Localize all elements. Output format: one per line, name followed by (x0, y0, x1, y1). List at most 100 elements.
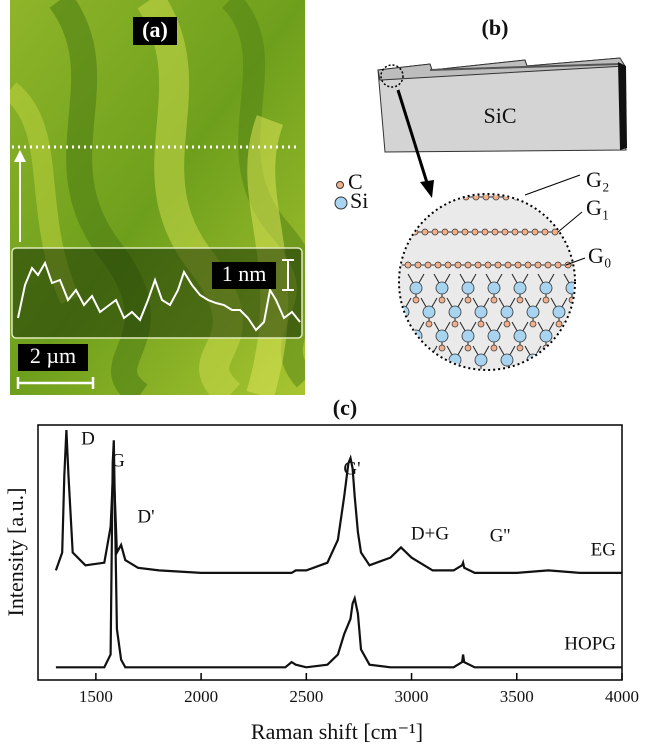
chart-title: (c) (333, 395, 357, 420)
c-atom (521, 228, 529, 236)
c-atom (544, 261, 552, 269)
si-atom (435, 281, 449, 295)
panel-label: (b) (482, 15, 509, 40)
bond (550, 345, 560, 361)
bond (400, 345, 404, 361)
c-atom (482, 195, 490, 201)
si-atom (461, 281, 475, 295)
c-atom (451, 228, 459, 236)
x-tick-label: 2000 (184, 687, 218, 706)
spectrum (55, 440, 622, 669)
c-atom (561, 228, 569, 236)
si-atom (461, 329, 475, 343)
plot-frame (37, 424, 623, 681)
si-atom (400, 353, 410, 367)
c-atom (451, 368, 459, 369)
si-atom (409, 329, 423, 343)
length-scale: 2 µm (30, 343, 76, 368)
bond (585, 346, 593, 360)
c-atom (554, 261, 562, 269)
c-atom (542, 296, 550, 304)
y-axis-label: Intensity [a.u.] (3, 488, 28, 617)
si-atom (474, 305, 488, 319)
c-atom (504, 261, 512, 269)
legend-label: Si (350, 188, 368, 213)
c-atom (400, 320, 407, 328)
c-atom (451, 320, 459, 328)
c-atom (464, 344, 472, 352)
c-atom (441, 228, 449, 236)
c-atom (454, 261, 462, 269)
si-atom (448, 305, 462, 319)
label-box (18, 344, 88, 371)
c-atom (582, 321, 588, 327)
si-atom (552, 305, 566, 319)
bond (577, 298, 585, 312)
c-atom (444, 261, 452, 269)
legend-label: C (348, 169, 363, 194)
c-atom (516, 296, 524, 304)
c-atom (474, 261, 482, 269)
bond (382, 274, 390, 288)
x-axis-label: Raman shift [cm⁻¹] (251, 719, 423, 744)
si-atom (526, 353, 540, 367)
length-bar (16, 377, 95, 389)
c-atom (424, 261, 432, 269)
si-atom (579, 306, 591, 318)
c-atom (434, 261, 442, 269)
c-atom (404, 261, 412, 269)
c-atom (471, 228, 479, 236)
peak-label: G (111, 450, 125, 471)
c-atom (568, 344, 574, 352)
si-atom (552, 353, 566, 367)
legend-c (336, 181, 344, 189)
bond (402, 345, 412, 361)
c-atom (387, 345, 393, 351)
si-atom (500, 305, 514, 319)
graphene-layer (429, 63, 621, 71)
si-atom (513, 329, 527, 343)
c-atom (534, 261, 542, 269)
bond (571, 321, 574, 337)
si-atom (409, 281, 423, 295)
si-atom (526, 305, 540, 319)
label-box (133, 17, 177, 45)
height-bar (282, 259, 294, 291)
x-tick-label: 2500 (289, 687, 323, 706)
x-tick-label: 1500 (79, 687, 113, 706)
c-atom (541, 228, 549, 236)
bond (390, 322, 398, 336)
c-atom (582, 369, 588, 375)
c-atom (412, 296, 420, 304)
c-atom (491, 228, 499, 236)
bond (390, 274, 398, 288)
c-atom (400, 368, 407, 369)
c-atom (477, 320, 485, 328)
si-atom (435, 329, 449, 343)
layer-label: G₀ (588, 243, 612, 268)
height-profile (17, 260, 301, 332)
c-atom (555, 320, 563, 328)
arrow (396, 89, 430, 187)
bond (382, 322, 390, 336)
substrate-label: SiC (483, 103, 516, 128)
layer-label: G₁ (586, 195, 610, 220)
c-atom (484, 261, 492, 269)
c-atom (432, 195, 440, 201)
leader-lines (524, 174, 586, 266)
c-atom (511, 228, 519, 236)
c-atom (442, 195, 450, 201)
c-atom (387, 297, 393, 303)
peak-label: D' (137, 506, 154, 527)
arrow-head (14, 150, 26, 162)
c-atom (514, 261, 522, 269)
si-atom (384, 330, 396, 342)
c-atom (421, 228, 429, 236)
c-atom (412, 344, 420, 352)
c-atom (555, 368, 563, 369)
bond (585, 298, 593, 312)
panel-label: (a) (142, 17, 168, 42)
c-atom (414, 261, 422, 269)
c-atom (529, 368, 537, 369)
